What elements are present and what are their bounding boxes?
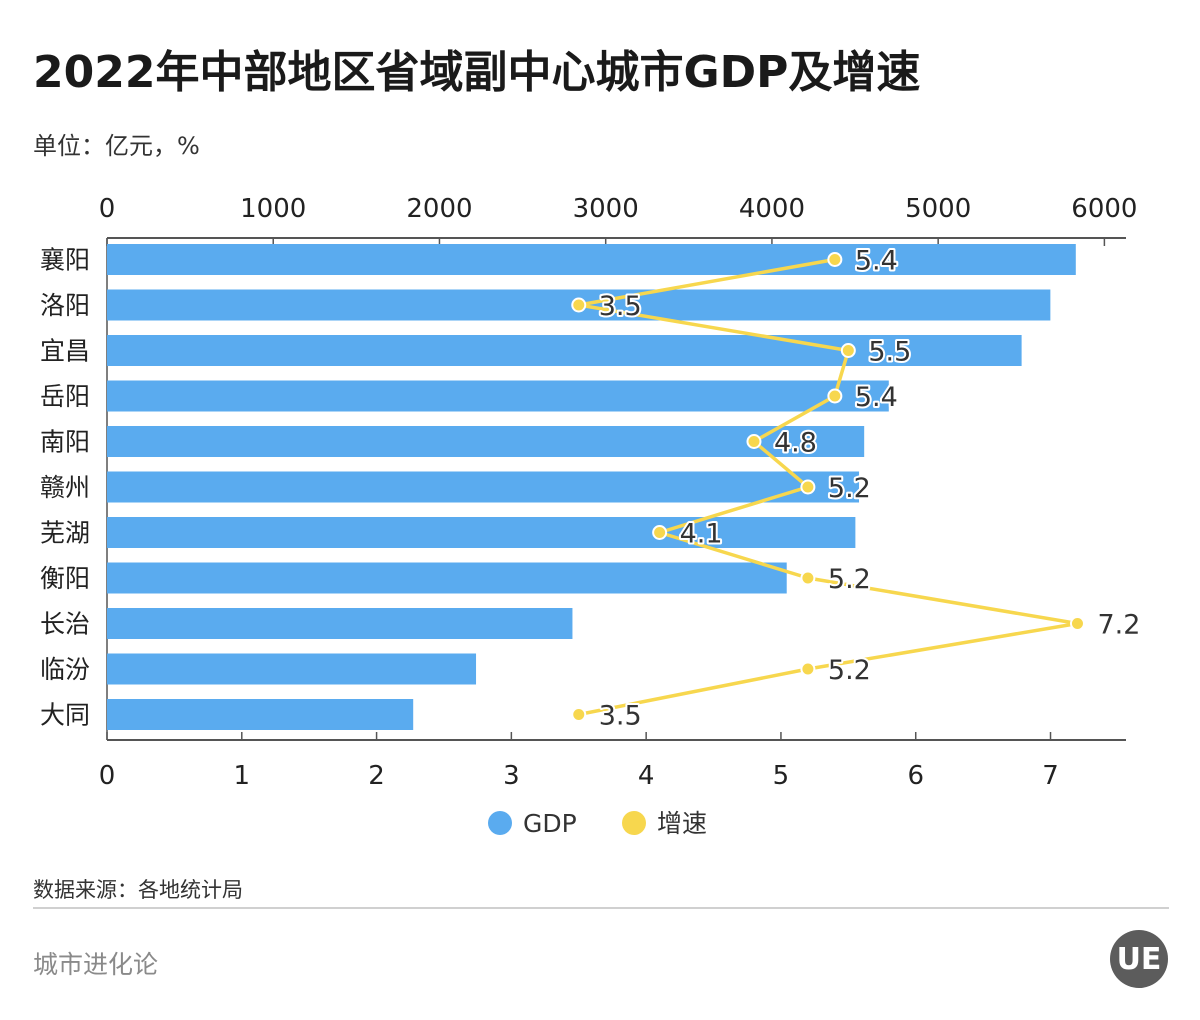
unit-label: 单位：亿元，%: [33, 132, 200, 160]
category-label: 芜湖: [40, 519, 90, 548]
top-axis-tick-label: 6000: [1071, 194, 1137, 224]
growth-point: [571, 297, 587, 313]
top-axis-tick-label: 3000: [573, 194, 639, 224]
gdp-bar: [107, 562, 787, 594]
top-axis-tick-label: 0: [99, 194, 116, 224]
growth-point: [571, 707, 587, 722]
top-axis-tick-label: 1000: [240, 194, 306, 224]
top-axis-tick-label: 5000: [905, 194, 971, 224]
growth-data-label: 5.2: [828, 655, 871, 686]
legend-gdp-marker: [488, 811, 512, 835]
footer-divider: [33, 907, 1169, 909]
growth-data-label: 5.5: [868, 337, 911, 368]
bottom-axis-tick-label: 2: [368, 761, 385, 791]
growth-data-label: 4.8: [774, 428, 817, 459]
growth-point: [800, 479, 816, 495]
bottom-axis-tick-label: 3: [503, 761, 520, 791]
category-label: 赣州: [40, 473, 90, 502]
gdp-bar: [107, 699, 414, 730]
bottom-axis-tick-label: 7: [1042, 761, 1059, 791]
growth-data-label: 5.2: [828, 473, 871, 504]
category-label: 长治: [40, 610, 90, 639]
bottom-axis-tick-label: 1: [234, 761, 251, 791]
legend-growth-label: 增速: [657, 809, 707, 838]
chart-title: 2022年中部地区省域副中心城市GDP及增速: [33, 47, 921, 98]
category-label: 襄阳: [40, 246, 90, 275]
growth-data-label: 3.5: [599, 291, 642, 322]
legend-gdp-label: GDP: [523, 809, 577, 838]
top-axis-tick-label: 2000: [406, 194, 472, 224]
growth-data-label: 5.2: [828, 564, 871, 595]
gdp-bar: [107, 471, 860, 503]
legend-growth-marker: [622, 811, 646, 835]
gdp-bar: [107, 653, 477, 685]
growth-data-label: 5.4: [855, 382, 898, 413]
gdp-bar: [107, 608, 573, 639]
growth-point: [827, 252, 843, 267]
gdp-bar: [107, 335, 1022, 366]
gdp-bar: [107, 380, 889, 412]
bottom-axis-tick-label: 5: [773, 761, 790, 791]
category-label: 南阳: [40, 428, 90, 457]
growth-data-label: 3.5: [599, 701, 642, 732]
category-label: 临汾: [40, 655, 90, 684]
growth-point: [652, 525, 668, 540]
category-label: 洛阳: [40, 291, 90, 320]
brand-logo-icon: UE: [1110, 930, 1168, 988]
bottom-axis-tick-label: 6: [907, 761, 924, 791]
growth-point: [800, 570, 816, 586]
growth-data-label: 5.4: [855, 246, 898, 277]
category-label: 衡阳: [40, 564, 90, 593]
growth-point: [840, 343, 856, 358]
bottom-axis-tick-label: 0: [99, 761, 116, 791]
category-label: 宜昌: [40, 337, 90, 366]
gdp-bar: [107, 244, 1076, 275]
source-note: 数据来源：各地统计局: [33, 878, 243, 902]
gdp-bar: [107, 426, 865, 457]
growth-point: [1069, 616, 1085, 631]
growth-data-label: 4.1: [680, 519, 723, 550]
category-label: 大同: [40, 701, 90, 730]
growth-point: [746, 434, 762, 449]
chart-svg: 0 1000 2000 3000 4000 5000 6000 0 1 2 3 4 5 6 7 襄阳洛阳宜昌岳…: [40, 194, 1142, 838]
bottom-axis-tick-label: 4: [638, 761, 655, 791]
growth-data-label: 7.2: [1097, 610, 1140, 641]
top-axis-tick-label: 4000: [739, 194, 805, 224]
growth-point: [827, 388, 843, 404]
gdp-bar: [107, 517, 856, 548]
growth-point: [800, 661, 816, 677]
brand-name: 城市进化论: [33, 950, 159, 979]
category-label: 岳阳: [40, 382, 90, 411]
